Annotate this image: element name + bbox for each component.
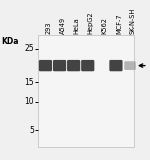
Text: MCF-7: MCF-7 [116,14,122,34]
Text: HepG2: HepG2 [88,12,94,34]
Text: 293: 293 [45,22,51,34]
Text: 15: 15 [24,78,34,87]
FancyBboxPatch shape [53,60,66,71]
FancyBboxPatch shape [124,61,136,70]
Text: HeLa: HeLa [74,18,80,34]
Text: A549: A549 [60,17,66,34]
Text: K562: K562 [102,17,108,34]
Text: 5: 5 [29,126,34,135]
FancyBboxPatch shape [67,60,80,71]
Text: 10: 10 [24,97,34,106]
FancyBboxPatch shape [39,60,52,71]
FancyBboxPatch shape [109,60,123,71]
Text: 25: 25 [24,44,34,53]
Text: SK-N-SH: SK-N-SH [130,8,136,34]
FancyBboxPatch shape [81,60,94,71]
Text: KDa: KDa [2,37,19,46]
FancyBboxPatch shape [38,35,134,147]
